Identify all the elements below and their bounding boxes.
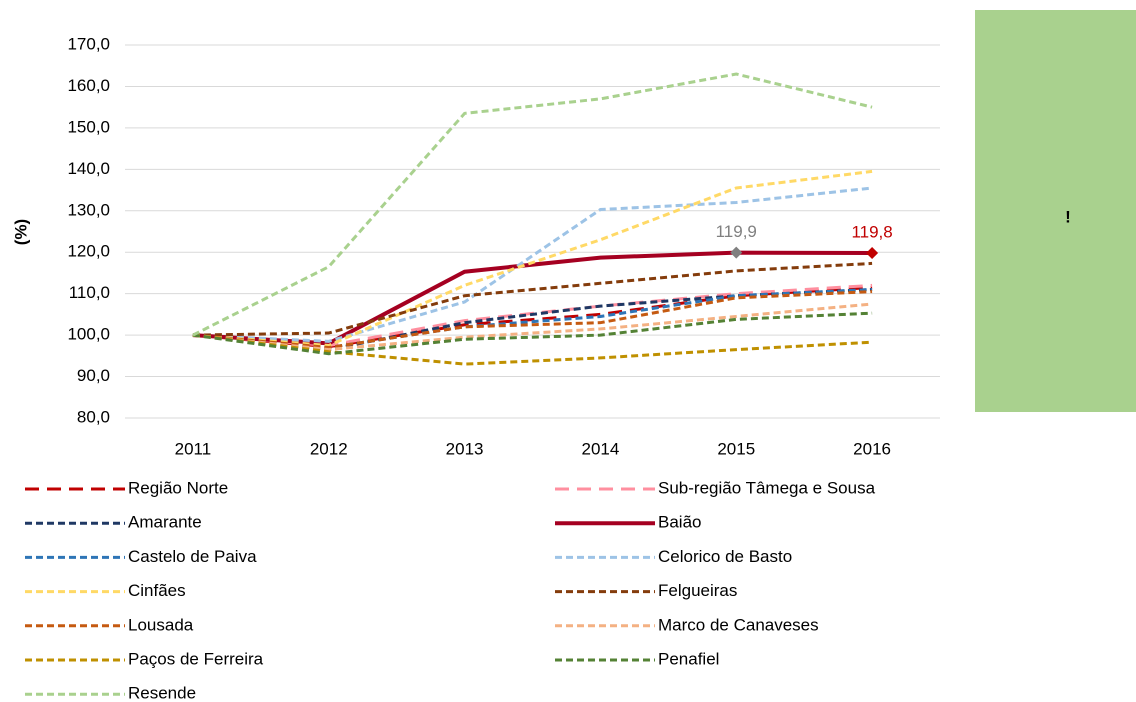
legend-label: Penafiel xyxy=(658,649,719,668)
legend-label: Baião xyxy=(658,513,701,532)
point-marker xyxy=(866,247,879,260)
legend-label: Lousada xyxy=(128,615,194,634)
y-tick-label: 100,0 xyxy=(67,325,110,344)
legend-label: Região Norte xyxy=(128,478,228,497)
series-line xyxy=(192,290,873,350)
panel-text: ! xyxy=(1065,207,1071,226)
y-tick-label: 130,0 xyxy=(67,200,110,219)
y-tick-label: 170,0 xyxy=(67,34,110,53)
point-marker xyxy=(730,246,743,259)
y-tick-label: 120,0 xyxy=(67,242,110,261)
series-line xyxy=(192,186,873,343)
series-line xyxy=(192,302,873,352)
y-tick-label: 90,0 xyxy=(77,366,110,385)
legend-label: Sub-região Tâmega e Sousa xyxy=(658,478,876,497)
series-line xyxy=(192,311,873,356)
y-tick-label: 110,0 xyxy=(69,283,110,302)
series-line xyxy=(192,169,873,347)
legend-label: Celorico de Basto xyxy=(658,547,792,566)
x-tick-label: 2015 xyxy=(717,439,755,458)
series-line xyxy=(192,261,873,337)
side-panel xyxy=(975,10,1136,412)
x-tick-label: 2014 xyxy=(582,439,620,458)
legend-label: Amarante xyxy=(128,513,202,532)
y-tick-label: 80,0 xyxy=(77,407,110,426)
series-line xyxy=(192,333,873,366)
series-line xyxy=(192,250,873,346)
data-label: 119,8 xyxy=(851,223,892,242)
legend-label: Paços de Ferreira xyxy=(128,649,264,668)
legend-label: Cinfães xyxy=(128,581,186,600)
x-tick-label: 2013 xyxy=(446,439,484,458)
y-tick-label: 150,0 xyxy=(67,117,110,136)
x-tick-label: 2012 xyxy=(310,439,348,458)
y-axis-label: (%) xyxy=(11,219,30,245)
data-label: 119,9 xyxy=(716,222,757,241)
legend-label: Resende xyxy=(128,684,196,702)
legend-label: Castelo de Paiva xyxy=(128,547,257,566)
legend-label: Felgueiras xyxy=(658,581,737,600)
series-line xyxy=(192,72,873,337)
x-tick-label: 2011 xyxy=(175,439,212,458)
x-tick-label: 2016 xyxy=(853,439,891,458)
y-tick-label: 160,0 xyxy=(67,76,110,95)
y-tick-label: 140,0 xyxy=(67,159,110,178)
legend-label: Marco de Canaveses xyxy=(658,615,819,634)
